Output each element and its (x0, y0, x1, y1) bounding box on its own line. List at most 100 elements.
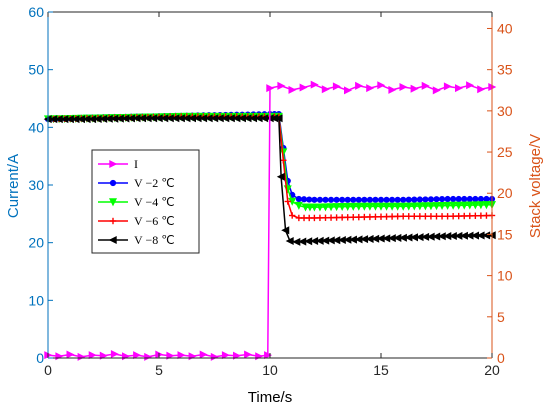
data-point (482, 201, 491, 210)
data-point (376, 202, 386, 211)
legend-label: V −6 ℃ (134, 214, 175, 228)
data-point (411, 196, 418, 203)
data-point (433, 213, 440, 220)
data-point (321, 203, 330, 212)
data-point (327, 196, 335, 203)
data-point (295, 195, 302, 203)
legend: I V −2 ℃ V −4 ℃ V −6 ℃ V −8 ℃ (91, 149, 200, 254)
data-point (264, 351, 273, 360)
data-point (477, 195, 484, 203)
data-point (361, 196, 368, 203)
data-point (349, 202, 358, 211)
data-point (438, 201, 447, 211)
data-point (366, 196, 373, 203)
right-y-tick-label: 40 (497, 20, 513, 36)
data-point (310, 80, 319, 89)
left-y-tick-label: 20 (28, 235, 44, 251)
legend-label: V −8 ℃ (134, 233, 175, 247)
x-axis-label: Time/s (248, 389, 292, 406)
data-point (322, 196, 329, 203)
data-point (388, 202, 397, 211)
data-point (350, 196, 357, 203)
data-point (355, 81, 364, 90)
data-point (110, 349, 119, 358)
data-point (388, 213, 396, 220)
left-y-tick-label: 50 (28, 62, 44, 78)
data-point (438, 213, 446, 220)
right-y-tick-label: 5 (497, 309, 505, 325)
series-4 (43, 114, 496, 246)
data-point (394, 196, 401, 203)
legend-marker (108, 198, 118, 207)
data-point (343, 202, 352, 211)
data-point (382, 202, 391, 211)
data-point (432, 86, 441, 95)
data-point (377, 196, 385, 203)
data-point (465, 201, 474, 210)
data-point (371, 202, 380, 211)
data-point (449, 213, 457, 220)
right-y-tick-label: 10 (497, 268, 513, 284)
data-point (405, 213, 412, 220)
left-y-tick-label: 30 (28, 177, 44, 193)
data-point (455, 84, 464, 93)
data-point (277, 81, 286, 90)
data-point (388, 85, 397, 94)
data-point (455, 212, 462, 220)
left-y-tick-label: 10 (28, 292, 44, 308)
data-point (483, 195, 490, 203)
right-y-tick-label: 35 (497, 62, 513, 78)
data-point (344, 196, 351, 203)
right-y-tick-label: 25 (497, 144, 513, 160)
legend-marker (109, 159, 118, 169)
x-tick-label: 10 (262, 362, 278, 378)
data-point (372, 213, 379, 221)
data-point (288, 85, 297, 94)
data-point (404, 202, 413, 211)
data-point (306, 196, 313, 203)
data-point (477, 85, 486, 94)
data-point (344, 86, 353, 95)
data-point (400, 213, 407, 220)
data-point (450, 195, 457, 203)
data-point (300, 196, 308, 203)
data-point (372, 196, 379, 203)
data-point (416, 196, 423, 203)
data-point (416, 213, 424, 220)
data-point (389, 196, 396, 203)
data-point (311, 214, 318, 222)
data-point (421, 202, 430, 211)
right-y-tick-label: 20 (497, 185, 513, 201)
data-point (327, 203, 336, 212)
data-point (99, 351, 108, 360)
data-point (66, 350, 75, 359)
right-y-tick-label: 30 (497, 103, 513, 119)
data-point (422, 213, 429, 220)
x-tick-label: 20 (484, 362, 500, 378)
left-y-axis-label: Current/A (5, 154, 22, 218)
legend-entry: V −4 ℃ (98, 195, 175, 209)
data-point (332, 82, 341, 91)
data-point (433, 196, 440, 203)
data-point (366, 84, 375, 93)
data-point (274, 114, 283, 123)
data-point (289, 212, 296, 219)
left-y-tick-label: 0 (36, 350, 44, 366)
legend-entry: I (98, 157, 138, 171)
data-point (281, 226, 290, 235)
right-y-tick-label: 15 (497, 226, 513, 242)
data-point (332, 203, 341, 212)
x-tick-label: 15 (373, 362, 389, 378)
data-point (88, 351, 97, 360)
data-point (443, 201, 452, 210)
data-point (405, 196, 412, 203)
legend-label: V −2 ℃ (134, 176, 175, 190)
right-y-tick-label: 0 (497, 350, 505, 366)
data-point (338, 214, 346, 221)
legend-entry: V −8 ℃ (98, 233, 175, 247)
data-point (339, 196, 346, 203)
data-point (338, 203, 347, 212)
data-point (393, 202, 402, 211)
data-point (360, 202, 369, 211)
data-point (316, 196, 324, 203)
